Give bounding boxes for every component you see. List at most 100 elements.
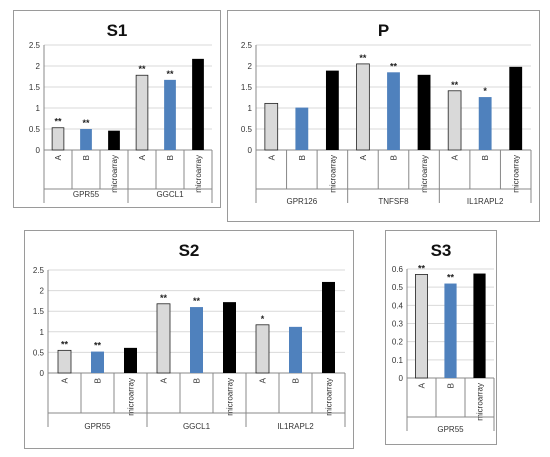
x-tick-label: A xyxy=(418,382,427,388)
significance-label: ** xyxy=(160,293,168,303)
bar xyxy=(387,72,400,150)
bar xyxy=(192,58,204,150)
bar xyxy=(322,281,335,373)
bar xyxy=(164,79,176,150)
y-tick-label: 0.2 xyxy=(392,338,404,347)
x-tick-label: B xyxy=(481,155,490,160)
bar xyxy=(415,274,428,379)
x-tick-label: B xyxy=(166,155,175,160)
y-tick-label: 2.5 xyxy=(29,41,41,50)
y-tick-label: 0 xyxy=(399,374,404,383)
y-tick-label: 0 xyxy=(248,146,253,155)
x-tick-label: B xyxy=(292,378,301,383)
bar xyxy=(108,130,120,150)
bar xyxy=(417,74,431,150)
y-tick-label: 1 xyxy=(36,104,41,113)
bar xyxy=(325,70,339,150)
y-tick-label: 0.5 xyxy=(33,348,45,357)
group-label: GPR55 xyxy=(84,422,111,431)
y-tick-label: 0.5 xyxy=(29,125,41,134)
y-tick-label: 2 xyxy=(40,287,45,296)
y-tick-label: 2.5 xyxy=(241,41,253,50)
significance-label: ** xyxy=(418,263,426,273)
chart-s2: 0 0.5 1 1.5 2 2.5 ** A ** B microarray GPR55 ** A ** B m… xyxy=(33,266,346,431)
group-label: TNFSF8 xyxy=(378,197,409,206)
y-tick-label: 1.5 xyxy=(29,83,41,92)
x-tick-label: microarray xyxy=(512,155,521,193)
x-tick-label: A xyxy=(61,377,70,383)
y-tick-label: 0.5 xyxy=(392,283,404,292)
chart-title: S2 xyxy=(178,241,200,260)
x-tick-label: A xyxy=(160,377,169,383)
y-tick-label: 2 xyxy=(36,62,41,71)
group-label: GGCL1 xyxy=(156,190,184,199)
significance-label: ** xyxy=(193,296,201,306)
group-label: IL1RAPL2 xyxy=(277,422,314,431)
bar xyxy=(80,129,92,150)
x-tick-label: B xyxy=(298,155,307,160)
y-tick-label: 0.3 xyxy=(392,320,404,329)
x-tick-label: A xyxy=(451,154,460,160)
x-tick-label: microarray xyxy=(476,383,485,421)
group-label: GPR55 xyxy=(73,190,100,199)
bar xyxy=(223,302,236,373)
bar xyxy=(289,326,302,373)
bar xyxy=(124,347,137,373)
group-label: GPR55 xyxy=(437,425,464,434)
chart-s3: 0 0.1 0.2 0.3 0.4 0.5 0.6 ** A ** B microarray GPR55 xyxy=(392,263,495,434)
significance-label: ** xyxy=(447,273,455,283)
y-tick-label: 0.6 xyxy=(392,265,404,274)
significance-label: ** xyxy=(54,117,62,127)
x-tick-label: A xyxy=(259,377,268,383)
y-tick-label: 1 xyxy=(248,104,253,113)
significance-label: ** xyxy=(138,64,146,74)
x-tick-label: B xyxy=(390,155,399,160)
y-tick-label: 0 xyxy=(36,146,41,155)
bar xyxy=(57,349,72,374)
chart-title: P xyxy=(377,21,390,40)
y-tick-label: 1.5 xyxy=(33,307,45,316)
x-tick-label: microarray xyxy=(127,378,136,416)
bar xyxy=(190,307,203,373)
chart-title: S1 xyxy=(106,21,128,40)
x-tick-label: B xyxy=(447,383,456,388)
x-tick-label: B xyxy=(82,155,91,160)
x-tick-label: microarray xyxy=(110,155,119,193)
y-tick-label: 0.5 xyxy=(241,125,253,134)
significance-label: ** xyxy=(166,69,174,79)
significance-label: ** xyxy=(359,53,367,63)
bar xyxy=(295,107,309,150)
significance-label: ** xyxy=(390,61,398,71)
bar xyxy=(444,283,457,378)
y-tick-label: 2 xyxy=(248,62,253,71)
bar xyxy=(91,351,104,373)
bar xyxy=(447,90,462,151)
bar xyxy=(135,74,149,151)
bar xyxy=(509,66,523,150)
significance-label: * xyxy=(261,314,265,324)
group-label: IL1RAPL2 xyxy=(467,197,504,206)
y-tick-label: 1.5 xyxy=(241,83,253,92)
x-tick-label: microarray xyxy=(420,155,429,193)
bar xyxy=(264,102,279,151)
x-tick-label: A xyxy=(54,154,63,160)
x-tick-label: B xyxy=(193,378,202,383)
chart-title: S3 xyxy=(430,241,452,260)
y-tick-label: 1 xyxy=(40,328,45,337)
x-tick-label: A xyxy=(359,154,368,160)
bar xyxy=(51,127,65,151)
significance-label: * xyxy=(483,86,487,96)
bar xyxy=(156,303,171,374)
significance-label: ** xyxy=(82,118,90,128)
y-tick-label: 2.5 xyxy=(33,266,45,275)
x-tick-label: microarray xyxy=(194,155,203,193)
bar xyxy=(356,63,370,151)
x-tick-label: A xyxy=(138,154,147,160)
bar xyxy=(478,97,492,150)
x-tick-label: A xyxy=(267,154,276,160)
